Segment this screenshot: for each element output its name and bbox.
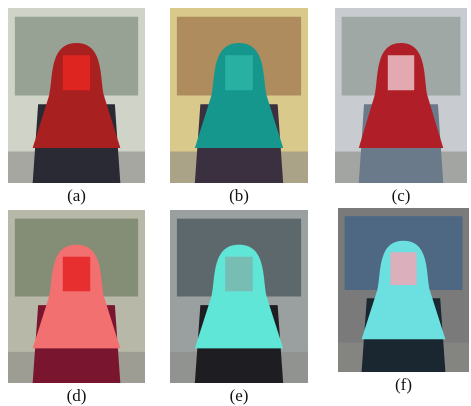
face-detection-box — [388, 55, 414, 90]
photo-panel — [170, 210, 308, 383]
panel-label: (f) — [395, 375, 412, 394]
face-detection-box — [390, 252, 416, 285]
photo-panel — [335, 8, 467, 183]
photo-panel — [8, 8, 145, 183]
figure: (a) (b) (c) (d) (e) (f) — [0, 0, 471, 406]
photo-panel — [170, 8, 308, 183]
face-detection-box — [63, 55, 90, 90]
panel-label: (a) — [67, 186, 86, 205]
photo-panel — [8, 210, 145, 383]
panel-label: (c) — [392, 186, 411, 205]
panel-label: (d) — [67, 386, 87, 405]
panel-label: (b) — [229, 186, 249, 205]
face-detection-box — [225, 55, 253, 90]
photo-panel — [338, 208, 469, 372]
panel-label: (e) — [230, 386, 249, 405]
face-detection-box — [63, 257, 90, 292]
face-detection-box — [225, 257, 253, 292]
